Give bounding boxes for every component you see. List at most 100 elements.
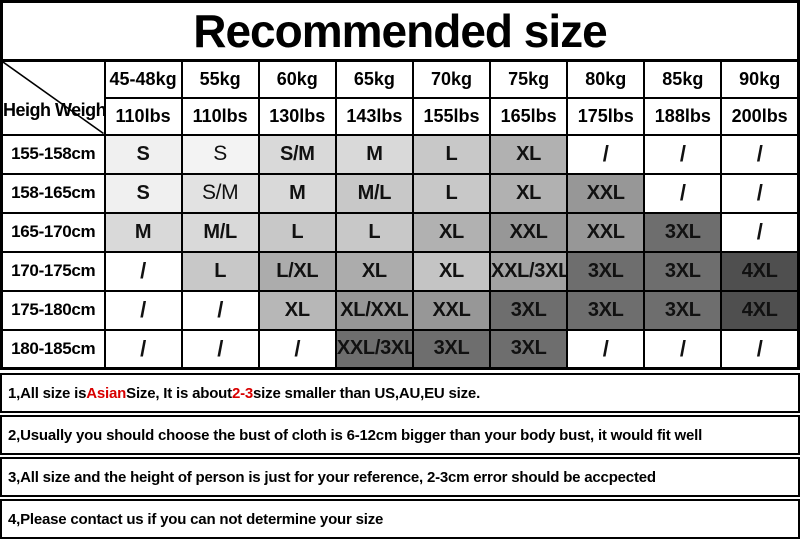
size-cell: 4XL — [720, 250, 800, 292]
size-cell: XL — [411, 250, 492, 292]
weight-header-lbs: 175lbs — [566, 96, 646, 136]
height-label: 175-180cm — [0, 289, 106, 331]
size-cell: S/M — [180, 172, 260, 214]
size-cell: 4XL — [720, 289, 800, 331]
empty-size-cell: / — [720, 172, 800, 214]
size-cell: L — [257, 211, 337, 253]
empty-size-cell: / — [103, 289, 183, 331]
page-title: Recommended size — [0, 0, 800, 62]
size-cell: XL — [334, 250, 414, 292]
empty-size-cell: / — [180, 328, 260, 370]
weight-header-kg: 85kg — [643, 59, 723, 99]
height-label: 158-165cm — [0, 172, 106, 214]
size-cell: XXL — [566, 211, 646, 253]
empty-size-cell: / — [720, 211, 800, 253]
diagonal-divider-icon — [3, 62, 103, 133]
size-cell: XL — [257, 289, 337, 331]
size-cell: S — [103, 172, 183, 214]
weight-header-kg: 60kg — [257, 59, 337, 99]
size-cell: 3XL — [643, 211, 723, 253]
note-row: 3,All size and the height of person is j… — [0, 457, 800, 497]
weight-header-kg: 65kg — [334, 59, 414, 99]
weight-header-lbs: 200lbs — [720, 96, 800, 136]
size-cell: XXL/3XL — [334, 328, 414, 370]
weight-header-lbs: 143lbs — [334, 96, 414, 136]
note-text: 4,Please contact us if you can not deter… — [8, 510, 384, 528]
size-cell: M — [257, 172, 337, 214]
empty-size-cell: / — [720, 133, 800, 175]
empty-size-cell: / — [643, 133, 723, 175]
size-cell: S — [180, 133, 260, 175]
table-row: 158-165cm S S/M M M/L L XL XXL / / — [0, 172, 800, 214]
size-cell: M/L — [334, 172, 414, 214]
note-text: 1,All size is — [8, 384, 87, 402]
size-cell: L — [180, 250, 260, 292]
empty-size-cell: / — [643, 328, 723, 370]
note-row: 2,Usually you should choose the bust of … — [0, 415, 800, 455]
table-row: 165-170cm M M/L L L XL XXL XXL 3XL / — [0, 211, 800, 253]
empty-size-cell: / — [643, 172, 723, 214]
size-cell: L — [411, 133, 492, 175]
size-cell: L/XL — [257, 250, 337, 292]
weight-header-kg: 90kg — [720, 59, 800, 99]
size-table: Heigh Weigh 45-48kg 55kg 60kg 65kg 70kg 75kg 8… — [0, 59, 800, 370]
size-cell: L — [334, 211, 414, 253]
note-accent-text: 2-3 — [231, 384, 254, 402]
size-cell: XXL — [411, 289, 492, 331]
size-cell: XXL — [566, 172, 646, 214]
empty-size-cell: / — [257, 328, 337, 370]
empty-size-cell: / — [103, 328, 183, 370]
size-cell: M/L — [180, 211, 260, 253]
note-text: Size, It is about — [126, 384, 232, 402]
empty-size-cell: / — [103, 250, 183, 292]
weight-header-lbs: 110lbs — [103, 96, 183, 136]
note-row: 4,Please contact us if you can not deter… — [0, 499, 800, 539]
weight-row-kg: Heigh Weigh 45-48kg 55kg 60kg 65kg 70kg 75kg 8… — [0, 59, 800, 136]
empty-size-cell: / — [566, 328, 646, 370]
size-cell: XXL — [489, 211, 569, 253]
size-cell: XL/XXL — [334, 289, 414, 331]
weight-row-lbs: 110lbs 110lbs 130lbs 143lbs 155lbs 165lbs 175l… — [2, 96, 800, 136]
note-text: 2,Usually you should choose the bust of … — [8, 426, 703, 444]
table-row: 155-158cm S S S/M M L XL / / / — [0, 133, 800, 175]
size-cell: 3XL — [643, 289, 723, 331]
height-label: 170-175cm — [0, 250, 106, 292]
weight-header-kg: 45-48kg — [103, 59, 183, 99]
size-cell: S — [103, 133, 183, 175]
size-cell: M — [334, 133, 414, 175]
note-row: 1,All size is Asian Size, It is about 2-… — [0, 373, 800, 413]
empty-size-cell: / — [566, 133, 646, 175]
size-cell: 3XL — [566, 250, 646, 292]
size-table-body: 155-158cm S S S/M M L XL / //158-165cm S S/M M M/L L X… — [0, 133, 800, 370]
weight-header-kg: 70kg — [411, 59, 492, 99]
size-cell: 3XL — [643, 250, 723, 292]
size-cell: L — [411, 172, 492, 214]
empty-size-cell: / — [720, 328, 800, 370]
height-label: 155-158cm — [0, 133, 106, 175]
table-row: 180-185cm / / / XXL/3XL 3XL 3XL / / / — [0, 328, 800, 370]
corner-cell: Heigh Weigh — [0, 59, 106, 136]
weight-header-kg: 55kg — [180, 59, 260, 99]
weight-header-lbs: 188lbs — [643, 96, 723, 136]
size-cell: S/M — [257, 133, 337, 175]
size-cell: XXL/3XL — [489, 250, 569, 292]
size-cell: XL — [411, 211, 492, 253]
weight-header-kg: 75kg — [489, 59, 569, 99]
height-label: 180-185cm — [0, 328, 106, 370]
note-accent-text: Asian — [86, 384, 127, 402]
size-cell: 3XL — [411, 328, 492, 370]
table-row: 170-175cm / L L/XL XL XL XXL/3XL 3XL 3XL 4XL — [0, 250, 800, 292]
size-cell: 3XL — [566, 289, 646, 331]
size-cell: XL — [489, 172, 569, 214]
size-cell: XL — [489, 133, 569, 175]
table-row: 175-180cm / / XL XL/XXL XXL 3XL 3XL 3XL 4XL — [0, 289, 800, 331]
note-text: 3,All size and the height of person is j… — [8, 468, 656, 486]
weight-header-lbs: 155lbs — [411, 96, 492, 136]
weight-header-lbs: 110lbs — [180, 96, 260, 136]
size-cell: M — [103, 211, 183, 253]
note-text: size smaller than US,AU,EU size. — [253, 384, 481, 402]
empty-size-cell: / — [180, 289, 260, 331]
weight-header-lbs: 130lbs — [257, 96, 337, 136]
size-cell: 3XL — [489, 328, 569, 370]
